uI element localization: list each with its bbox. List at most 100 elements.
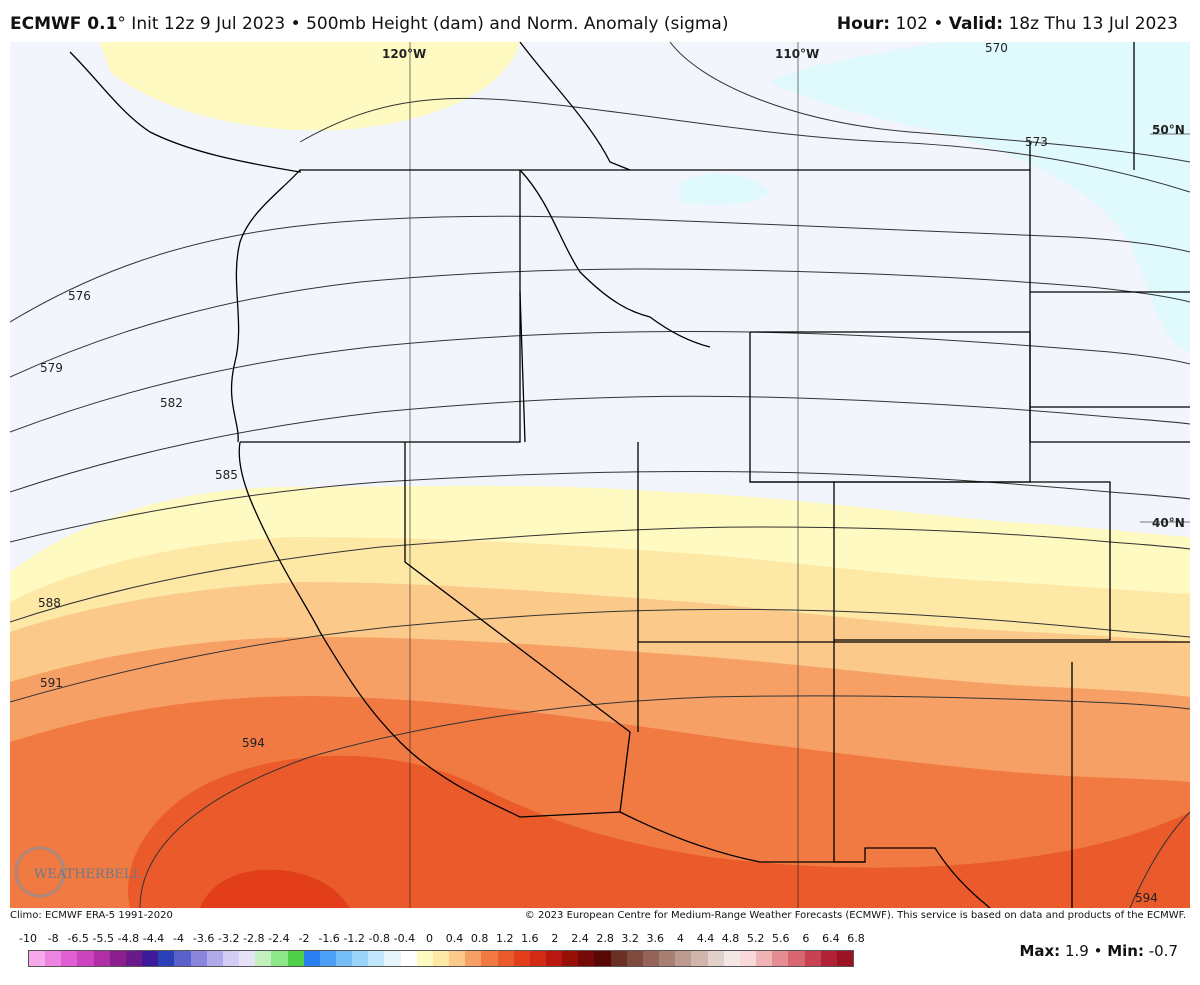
color-scale-swatch — [642, 951, 660, 966]
color-scale-swatch — [174, 951, 191, 966]
color-scale-swatch — [287, 951, 304, 966]
color-scale-swatch — [836, 951, 853, 966]
logo-swirl-icon — [14, 846, 66, 898]
color-scale-label: 6.4 — [822, 932, 840, 945]
color-scale-label: -1.2 — [343, 932, 365, 945]
anomaly-cyan-northeast — [770, 42, 1190, 352]
color-scale-swatch — [772, 951, 789, 966]
contour-label: 570 — [985, 42, 1008, 55]
color-scale-swatch — [465, 951, 482, 966]
min-label: Min: — [1107, 942, 1144, 960]
color-scale-swatch — [109, 951, 126, 966]
logo-text: WEATHERBELL — [34, 867, 141, 882]
contour-label: 594 — [1135, 891, 1158, 905]
header: ECMWF 0.1° Init 12z 9 Jul 2023 • 500mb H… — [0, 0, 1200, 40]
color-scale-swatch — [255, 951, 272, 966]
contour-label: 585 — [215, 468, 238, 482]
max-label: Max: — [1019, 942, 1061, 960]
color-scale-swatch — [820, 951, 837, 966]
anomaly-cyan-north — [680, 173, 770, 205]
color-scale-swatch — [626, 951, 643, 966]
color-scale-swatch — [449, 951, 466, 966]
color-scale-label: -2.8 — [243, 932, 265, 945]
color-scale-label: -6.5 — [67, 932, 89, 945]
color-scale-label: -0.4 — [393, 932, 416, 945]
color-scale-label: 3.2 — [621, 932, 639, 945]
lat-label-50n: 50°N — [1152, 123, 1185, 137]
anomaly-yellow-northwest — [100, 42, 520, 131]
color-scale-label: 0 — [425, 932, 433, 945]
color-scale-swatch — [723, 951, 740, 966]
anomaly-band-24 — [128, 755, 1190, 908]
color-scale-swatch — [319, 951, 336, 966]
color-scale-swatch — [594, 951, 611, 966]
color-scale-swatch — [788, 951, 805, 966]
init-description: Init 12z 9 Jul 2023 • 500mb Height (dam)… — [125, 14, 729, 34]
color-scale-bar — [28, 950, 854, 967]
hour-label: Hour: — [836, 14, 891, 34]
contour-label: 594 — [242, 736, 265, 750]
color-scale-swatch — [416, 951, 433, 966]
color-scale-label: -10 — [19, 932, 37, 945]
color-scale-swatch — [190, 951, 207, 966]
color-scale-swatch — [93, 951, 110, 966]
color-scale-label: 4 — [676, 932, 684, 945]
color-scale-label: 3.6 — [646, 932, 665, 945]
color-scale-swatch — [303, 951, 320, 966]
color-scale-swatch — [45, 951, 62, 966]
map-title: ECMWF 0.1° Init 12z 9 Jul 2023 • 500mb H… — [10, 14, 728, 34]
color-scale-label: 2 — [551, 932, 559, 945]
contour-label: 573 — [1025, 135, 1048, 149]
color-scale-swatch — [352, 951, 369, 966]
anomaly-band-28 — [200, 869, 350, 908]
color-scale-label: -2.4 — [268, 932, 290, 945]
graticule — [409, 42, 1190, 908]
color-scale-label: -8 — [47, 932, 59, 945]
degree-symbol: ° — [117, 14, 126, 34]
color-scale-swatch — [335, 951, 353, 966]
color-scale-label: 6 — [802, 932, 810, 945]
color-scale-swatch — [739, 951, 757, 966]
color-scale-swatch — [142, 951, 159, 966]
color-scale-label: 1.2 — [495, 932, 514, 945]
color-scale-swatch — [513, 951, 530, 966]
color-scale-swatch — [497, 951, 514, 966]
copyright-note: © 2023 European Centre for Medium-Range … — [524, 910, 1186, 921]
color-scale-label: -5.5 — [92, 932, 114, 945]
footer: Climo: ECMWF ERA-5 1991-2020 © 2023 Euro… — [0, 908, 1200, 985]
color-scale-labels: -10 -8 -6.5 -5.5 -4.8 -4.4 -4 -3.6 -3.2 -2.8 -2.4-… — [14, 932, 865, 946]
color-scale-swatch — [610, 951, 627, 966]
color-scale-swatch — [368, 951, 385, 966]
color-scale-swatch — [804, 951, 821, 966]
color-scale-swatch — [432, 951, 450, 966]
color-scale-label: 6.8 — [847, 932, 865, 945]
weather-map: 120°W 110°W 50°N 40°N 570 573 576 579 58… — [10, 42, 1190, 908]
color-scale-label: -4 — [173, 932, 185, 945]
color-scale-label: -3.2 — [217, 932, 240, 945]
color-scale-label: 2.4 — [571, 932, 589, 945]
lat-label-40n: 40°N — [1152, 516, 1185, 530]
hour-value: 102 • — [890, 14, 949, 34]
max-value: 1.9 • — [1060, 942, 1108, 960]
color-scale-label: 0.4 — [445, 932, 464, 945]
climo-note: Climo: ECMWF ERA-5 1991-2020 — [10, 910, 173, 921]
model-name: ECMWF 0.1 — [10, 14, 118, 34]
color-scale-label: -4.4 — [142, 932, 165, 945]
color-scale-swatch — [384, 951, 401, 966]
color-scale-label: -4.8 — [117, 932, 140, 945]
contour-label: 576 — [68, 289, 91, 303]
height-contours — [10, 42, 1190, 908]
color-scale-label: 0.8 — [470, 932, 489, 945]
color-scale-swatch — [206, 951, 223, 966]
valid-time: Hour: 102 • Valid: 18z Thu 13 Jul 2023 — [837, 14, 1178, 34]
contour-label: 582 — [160, 396, 183, 410]
borders — [69, 42, 1190, 908]
color-scale-label: 1.6 — [521, 932, 539, 945]
color-scale-swatch — [481, 951, 498, 966]
max-min-readout: Max: 1.9 • Min: -0.7 — [1019, 942, 1178, 960]
color-scale-label: -2 — [298, 932, 310, 945]
color-scale-swatch — [125, 951, 143, 966]
color-scale-swatch — [77, 951, 94, 966]
color-scale-swatch — [756, 951, 773, 966]
color-scale-label: -1.6 — [318, 932, 340, 945]
